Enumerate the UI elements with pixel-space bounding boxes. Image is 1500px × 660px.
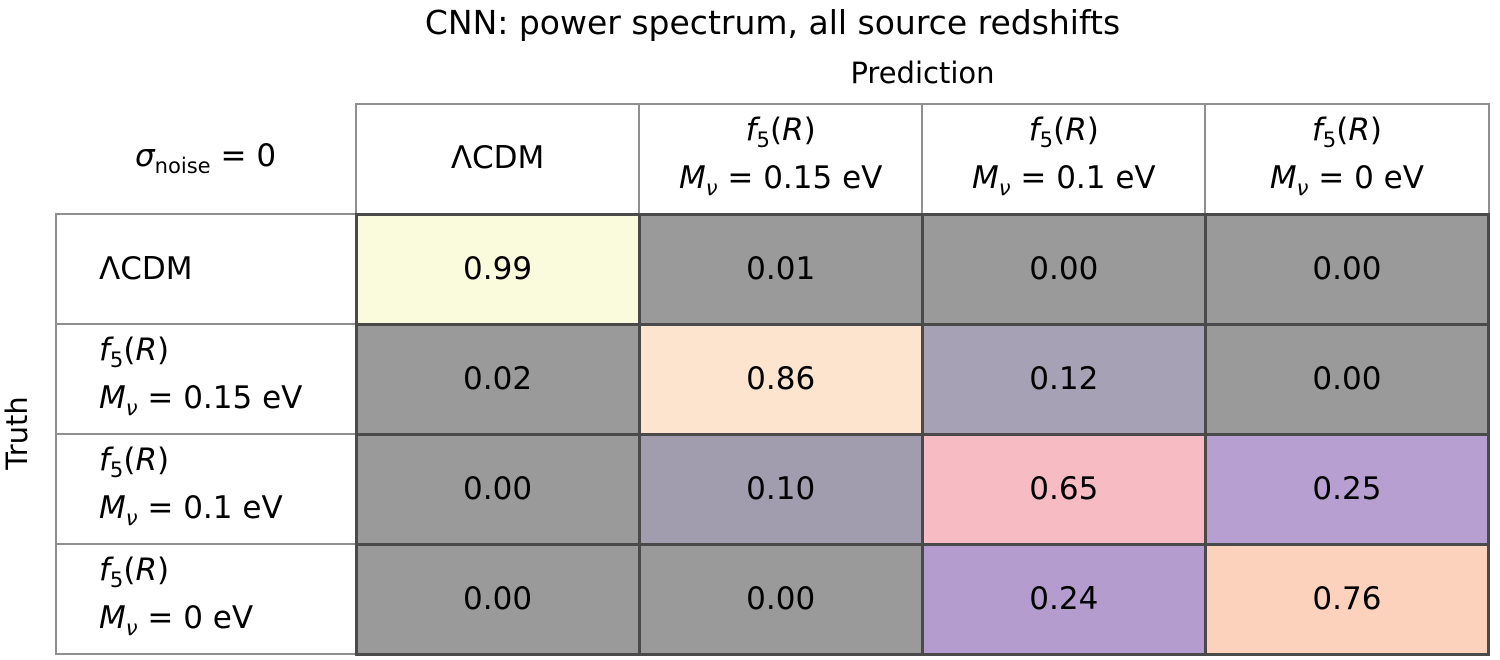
mass-label: Mν = 0.15 eV [99,380,303,421]
matrix-cell-truth2-pred3: 0.25 [1203,432,1491,546]
matrix-cell-truth1-pred3: 0.00 [1203,322,1491,436]
matrix-cell-truth2-pred2: 0.65 [920,432,1207,546]
sigma-equals: = 0 [210,138,277,175]
f5r-label: f5(R) [1311,111,1382,152]
matrix-cell-truth0-pred1: 0.01 [637,212,924,326]
matrix-cell-truth2-pred1: 0.10 [637,432,924,546]
col-header-lcdm: ΛCDM [354,103,641,215]
header-row: σnoise = 0 ΛCDM f5(R) Mν = 0.15 eV f5(R)… [56,103,1490,215]
matrix-cell-truth3-pred3: 0.76 [1203,542,1491,656]
col-header-f5r-mnu-0.1: f5(R) Mν = 0.1 eV [921,103,1207,215]
matrix-cell-truth3-pred1: 0.00 [637,542,924,656]
prediction-axis-label: Prediction [850,56,995,90]
noise-level-label: σnoise = 0 [56,104,356,214]
mass-label: Mν = 0.15 eV [679,159,883,200]
sigma-subscript: noise [154,153,211,179]
f5r-label: f5(R) [1028,111,1099,152]
mass-label: Mν = 0 eV [1269,159,1424,200]
f5r-label: f5(R) [99,331,170,372]
col-header-f5r-mnu-0: f5(R) Mν = 0 eV [1204,103,1490,215]
matrix-cell-truth1-pred1: 0.86 [637,322,924,436]
truth-axis-label: Truth [0,396,34,470]
mass-label: Mν = 0 eV [99,600,254,641]
matrix-cell-truth1-pred2: 0.12 [920,322,1207,436]
mass-label: Mν = 0.1 eV [99,490,283,531]
figure-title: CNN: power spectrum, all source redshift… [424,3,1121,42]
row-header-lcdm-text: ΛCDM [99,250,193,287]
row-f5r-mnu-0: f5(R) Mν = 0 eV 0.00 0.00 0.24 0.76 [55,542,1491,656]
row-header-f5r-mnu-0.15: f5(R) Mν = 0.15 eV [55,323,357,435]
matrix-cell-truth3-pred0: 0.00 [354,542,641,656]
matrix-cell-truth0-pred0: 0.99 [354,212,641,326]
row-header-f5r-mnu-0: f5(R) Mν = 0 eV [55,543,357,655]
sigma-symbol: σ [134,138,155,175]
matrix-cell-truth3-pred2: 0.24 [920,542,1207,656]
matrix-cell-truth1-pred0: 0.02 [354,322,641,436]
confusion-matrix-table: σnoise = 0 ΛCDM f5(R) Mν = 0.15 eV f5(R)… [55,103,1491,656]
col-header-lcdm-text: ΛCDM [450,140,545,177]
f5r-label: f5(R) [745,111,816,152]
matrix-cell-truth2-pred0: 0.00 [354,432,641,546]
matrix-cell-truth0-pred2: 0.00 [920,212,1207,326]
f5r-label: f5(R) [99,441,170,482]
row-lcdm: ΛCDM 0.99 0.01 0.00 0.00 [55,212,1491,326]
row-header-lcdm: ΛCDM [55,213,357,325]
row-f5r-mnu-0.15: f5(R) Mν = 0.15 eV 0.02 0.86 0.12 0.00 [55,322,1491,436]
row-header-f5r-mnu-0.1: f5(R) Mν = 0.1 eV [55,433,357,545]
mass-label: Mν = 0.1 eV [971,159,1156,200]
col-header-f5r-mnu-0.15: f5(R) Mν = 0.15 eV [638,103,924,215]
f5r-label: f5(R) [99,551,170,592]
matrix-cell-truth0-pred3: 0.00 [1203,212,1491,326]
row-f5r-mnu-0.1: f5(R) Mν = 0.1 eV 0.00 0.10 0.65 0.25 [55,432,1491,546]
